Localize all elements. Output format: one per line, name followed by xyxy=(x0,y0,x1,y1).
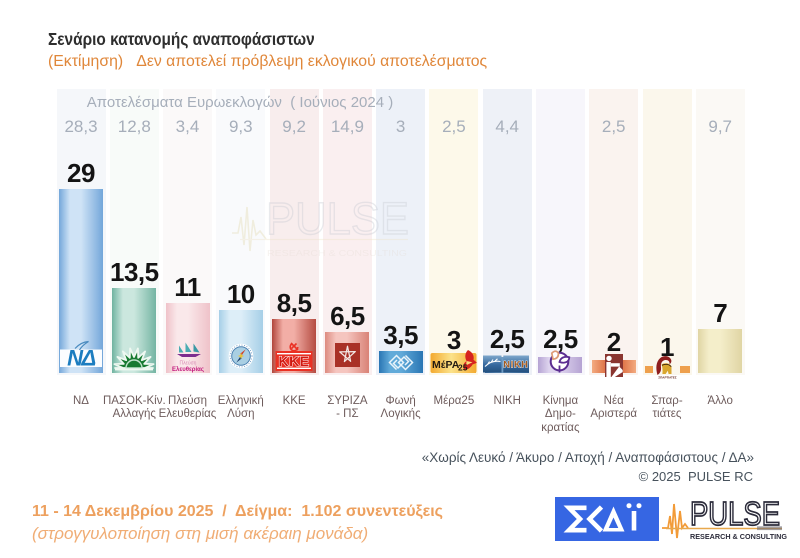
svg-text:25: 25 xyxy=(458,363,468,373)
svg-text:Πλεύση: Πλεύση xyxy=(179,360,196,367)
svg-text:ΝΔ: ΝΔ xyxy=(67,346,95,371)
svg-text:RESEARCH & CONSULTING: RESEARCH & CONSULTING xyxy=(690,534,788,541)
svg-text:ΝΙΚΗ: ΝΙΚΗ xyxy=(504,359,529,369)
svg-text:ΣΠΑΡΤΙΑΤΕΣ: ΣΠΑΡΤΙΑΤΕΣ xyxy=(658,376,677,380)
svg-text:ΜέΡΑ: ΜέΡΑ xyxy=(432,359,460,371)
svg-text:PULSE: PULSE xyxy=(690,496,780,532)
svg-text:KKE: KKE xyxy=(279,353,310,369)
svg-text:Ελευθερίας: Ελευθερίας xyxy=(172,367,204,373)
svg-text:PULSE: PULSE xyxy=(266,195,409,244)
svg-text:RESEARCH & CONSULTING: RESEARCH & CONSULTING xyxy=(267,249,407,258)
